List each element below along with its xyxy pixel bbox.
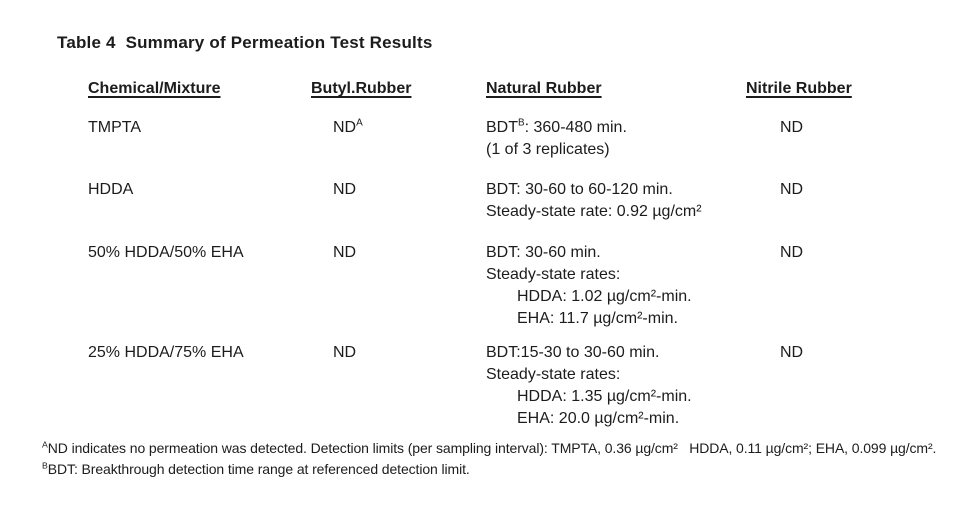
cell-natural-rubber: BDTB: 360-480 min. (1 of 3 replicates) — [486, 117, 627, 161]
nd-value: ND — [333, 119, 357, 136]
nd-value: ND — [333, 244, 357, 261]
hdda-rate-line: HDDA: 1.02 µg/cm²-min. — [517, 288, 692, 305]
footnote-marker-a: A — [356, 117, 363, 129]
cell-chemical: HDDA — [88, 181, 134, 198]
footnotes: AND indicates no permeation was detected… — [42, 438, 950, 479]
cell-butyl-rubber: ND — [333, 342, 356, 364]
column-header-chemical-mixture: Chemical/Mixture — [88, 80, 221, 97]
hdda-rate-line: HDDA: 1.35 µg/cm²-min. — [517, 388, 692, 405]
steady-state-rate-line: Steady-state rate: 0.92 µg/cm² — [486, 203, 702, 220]
cell-butyl-rubber: NDA — [333, 117, 363, 139]
footnote-marker-b: B — [518, 117, 525, 129]
cell-natural-rubber: BDT: 30-60 min. Steady-state rates: HDDA… — [486, 242, 692, 330]
nd-value: ND — [333, 181, 357, 198]
cell-nitrile-rubber: ND — [780, 344, 804, 361]
footnote-b-text: BDT: Breakthrough detection time range a… — [47, 460, 470, 477]
table-title: Table 4 Summary of Permeation Test Resul… — [57, 33, 433, 52]
footnote-b-marker: B — [42, 459, 48, 470]
bdt-line: BDT: 30-60 min. — [486, 244, 601, 261]
footnote-a-text: ND indicates no permeation was detected.… — [47, 440, 937, 456]
nd-value: ND — [333, 344, 357, 361]
cell-nitrile-rubber: ND — [780, 119, 804, 136]
footnote-b: BBDT: Breakthrough detection time range … — [42, 459, 950, 480]
bdt-line: BDT: 30-60 to 60-120 min. — [486, 181, 673, 198]
cell-butyl-rubber: ND — [333, 242, 356, 264]
cell-natural-rubber: BDT: 30-60 to 60-120 min. Steady-state r… — [486, 179, 702, 223]
column-header-nitrile-rubber: Nitrile Rubber — [746, 80, 852, 97]
cell-butyl-rubber: ND — [333, 179, 356, 201]
cell-nitrile-rubber: ND — [780, 244, 804, 261]
replicates-line: (1 of 3 replicates) — [486, 141, 610, 158]
steady-state-rates-label: Steady-state rates: — [486, 266, 621, 283]
column-header-butyl-rubber: Butyl.Rubber — [311, 80, 412, 97]
column-header-natural-rubber: Natural Rubber — [486, 80, 602, 97]
bdt-line: BDTB: 360-480 min. — [486, 117, 627, 136]
footnote-a-marker: A — [42, 439, 48, 450]
cell-natural-rubber: BDT:15-30 to 30-60 min. Steady-state rat… — [486, 342, 692, 430]
footnote-a: AND indicates no permeation was detected… — [42, 438, 950, 459]
steady-state-rates-label: Steady-state rates: — [486, 366, 621, 383]
eha-rate-line: EHA: 20.0 µg/cm²-min. — [517, 410, 680, 427]
cell-chemical: 25% HDDA/75% EHA — [88, 344, 244, 361]
cell-nitrile-rubber: ND — [780, 181, 804, 198]
cell-chemical: 50% HDDA/50% EHA — [88, 244, 244, 261]
cell-chemical: TMPTA — [88, 119, 142, 136]
bdt-line: BDT:15-30 to 30-60 min. — [486, 344, 660, 361]
eha-rate-line: EHA: 11.7 µg/cm²-min. — [517, 310, 678, 327]
